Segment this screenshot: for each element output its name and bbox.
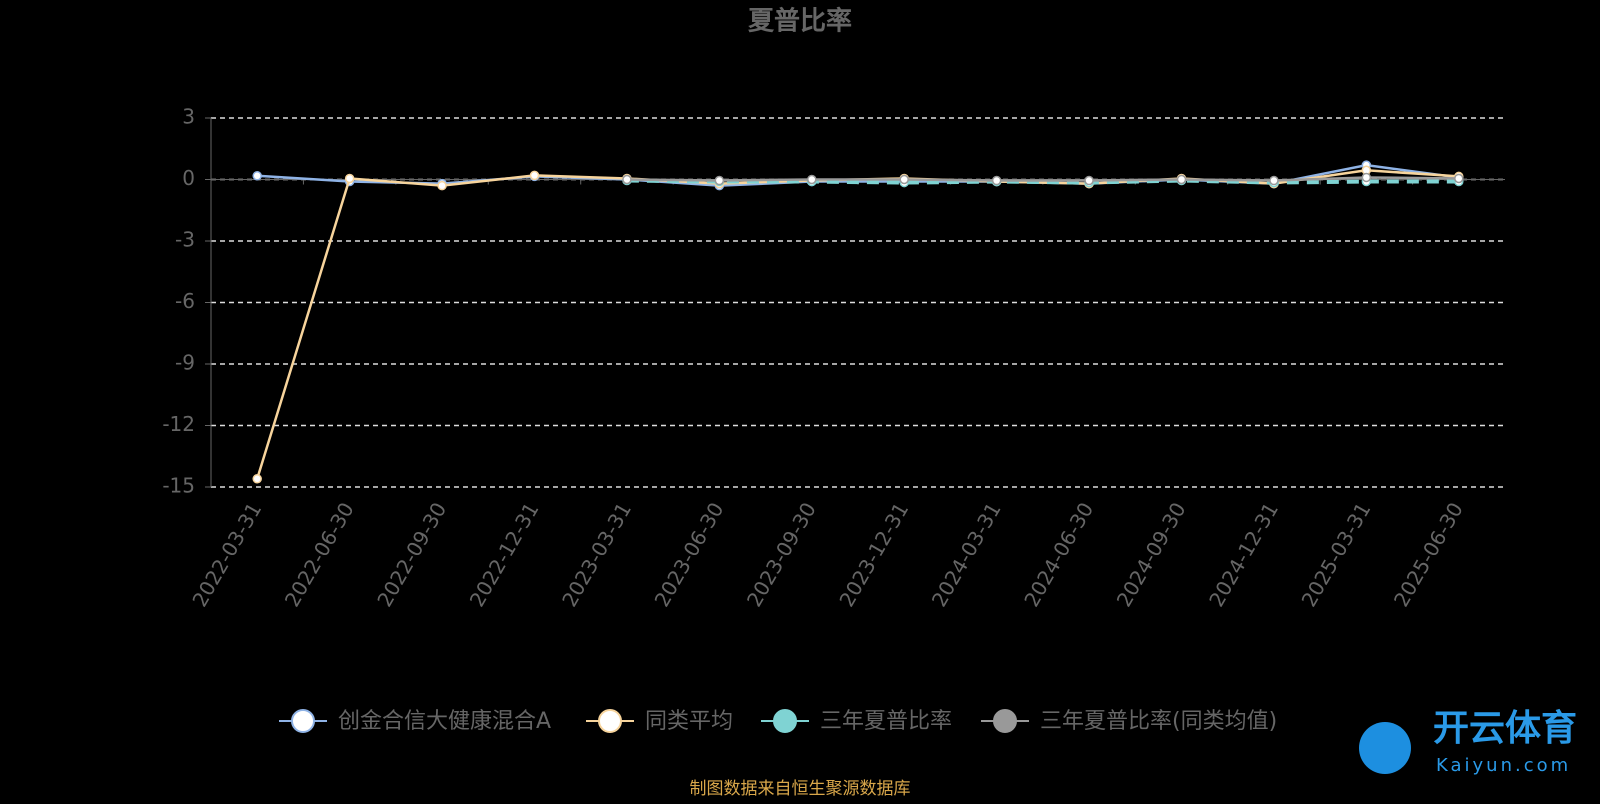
x-tick-label: 2023-12-31 <box>834 498 913 611</box>
watermark: 开云体育 Kaiyun.com <box>1359 708 1577 776</box>
y-tick-label: -6 <box>175 289 195 313</box>
x-tick-label: 2025-03-31 <box>1297 498 1376 611</box>
x-tick-label: 2023-03-31 <box>557 498 636 611</box>
legend-item: 三年夏普比率 <box>761 709 952 734</box>
watermark-brand: 开云体育 <box>1433 708 1577 749</box>
series-marker <box>1176 174 1187 185</box>
legend-marker <box>291 709 315 733</box>
series-marker <box>344 173 355 184</box>
legend-marker <box>598 709 622 733</box>
series-marker <box>899 174 909 185</box>
x-tick-label: 2024-03-31 <box>927 498 1006 611</box>
y-tick-label: -9 <box>175 351 195 375</box>
series-line <box>256 169 1459 480</box>
y-tick-label: 0 <box>182 166 195 190</box>
x-tick-label: 2023-09-30 <box>742 498 821 611</box>
legend-item: 创金合信大健康混合A <box>279 709 551 734</box>
y-tick-label: -3 <box>175 228 195 252</box>
series-marker <box>807 174 817 185</box>
chart-title: 夏普比率 <box>748 6 852 37</box>
x-tick-label: 2024-06-30 <box>1019 498 1098 611</box>
x-tick-label: 2022-12-31 <box>465 498 544 611</box>
legend-marker <box>993 709 1017 733</box>
legend-label: 同类平均 <box>645 709 733 734</box>
watermark-logo <box>1359 722 1411 774</box>
series-marker <box>437 180 447 191</box>
x-tick-label: 2023-06-30 <box>650 498 729 611</box>
legend-label: 三年夏普比率 <box>820 709 952 734</box>
legend-item: 三年夏普比率(同类均值) <box>981 709 1277 734</box>
legend-item: 同类平均 <box>586 709 733 734</box>
x-tick-label: 2025-06-30 <box>1389 498 1468 611</box>
x-tick-label: 2022-03-31 <box>187 498 266 611</box>
series-marker <box>1454 173 1464 184</box>
series-line <box>626 176 1459 182</box>
series-marker <box>252 474 262 484</box>
y-tick-label: 3 <box>182 105 195 129</box>
source-note: 制图数据来自恒生聚源数据库 <box>690 779 911 799</box>
series-marker <box>991 175 1002 186</box>
y-tick-label: -12 <box>162 412 195 436</box>
y-tick-label: -15 <box>162 474 195 498</box>
series-marker <box>529 170 540 181</box>
series-marker <box>1084 175 1094 186</box>
x-tick-label: 2022-06-30 <box>280 498 359 611</box>
legend-marker <box>773 709 797 733</box>
x-tick-label: 2022-09-30 <box>372 498 451 611</box>
legend-label: 三年夏普比率(同类均值) <box>1040 709 1277 734</box>
series-marker <box>1269 175 1279 186</box>
series-marker <box>252 171 262 181</box>
series-marker <box>714 175 725 186</box>
x-tick-label: 2024-12-31 <box>1204 498 1283 611</box>
series-marker <box>1361 172 1372 183</box>
series-marker <box>622 174 632 185</box>
x-tick-label: 2024-09-30 <box>1112 498 1191 611</box>
legend-label: 创金合信大健康混合A <box>338 709 551 734</box>
watermark-site: Kaiyun.com <box>1436 755 1571 776</box>
